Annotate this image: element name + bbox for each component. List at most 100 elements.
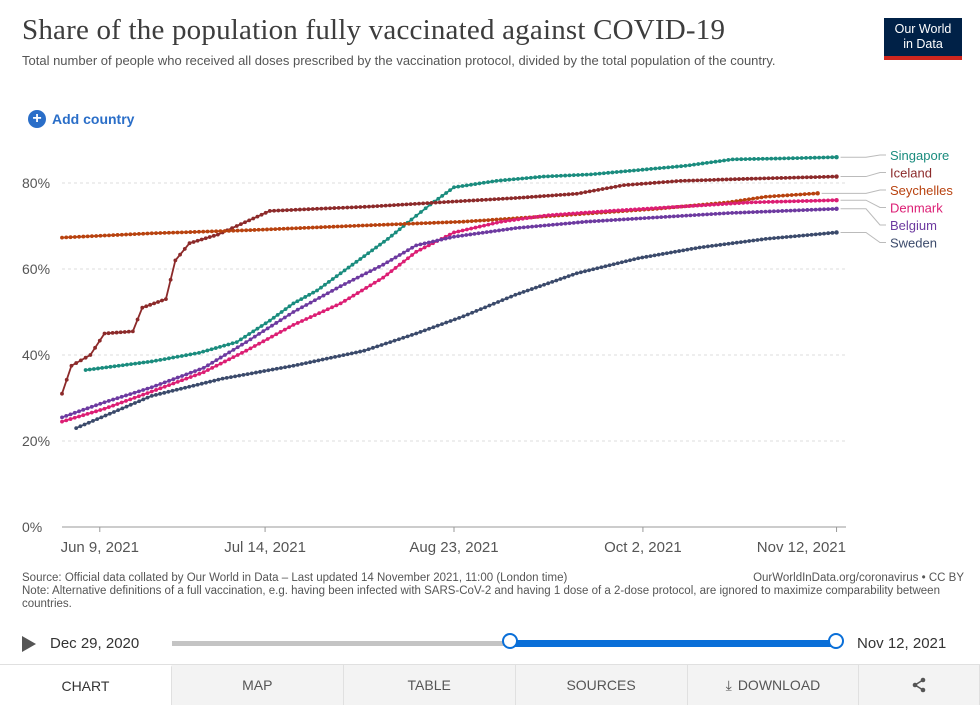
data-point <box>199 381 204 386</box>
data-point <box>188 370 193 375</box>
data-point <box>687 204 691 209</box>
share-icon <box>912 677 926 693</box>
data-point <box>349 205 354 210</box>
data-point <box>426 243 431 248</box>
data-point <box>474 309 479 313</box>
data-point <box>347 296 352 301</box>
legend-connector <box>840 172 886 178</box>
tab-chart[interactable]: CHART <box>0 665 172 705</box>
data-point <box>665 179 670 184</box>
data-point <box>734 210 739 215</box>
data-point <box>425 201 430 206</box>
data-point <box>99 415 104 420</box>
timeline-start-handle[interactable] <box>502 633 518 649</box>
source-link[interactable]: OurWorldInData.org/coronavirus • CC BY <box>753 572 964 584</box>
data-point <box>699 203 704 208</box>
y-tick-label: 20% <box>22 433 50 449</box>
add-country-button[interactable]: + Add country <box>28 110 134 128</box>
play-icon[interactable] <box>22 636 36 652</box>
data-point <box>348 224 352 228</box>
data-point <box>822 207 826 212</box>
data-point <box>542 223 547 228</box>
data-point <box>663 214 668 219</box>
share-button[interactable] <box>859 665 980 705</box>
data-point <box>700 161 705 166</box>
data-point <box>260 227 265 232</box>
x-tick-label: Oct 2, 2021 <box>604 539 682 556</box>
data-point <box>528 175 533 180</box>
data-point <box>571 220 576 225</box>
data-point <box>64 377 69 382</box>
timeline-end-handle[interactable] <box>828 633 844 649</box>
data-point <box>566 192 571 197</box>
data-point <box>237 373 242 378</box>
data-point <box>722 158 726 163</box>
data-point <box>558 212 563 217</box>
data-point <box>777 156 782 161</box>
data-point <box>645 206 650 211</box>
data-point <box>787 199 792 204</box>
data-point <box>389 269 394 274</box>
tab-download[interactable]: ⤓ DOWNLOAD <box>687 665 860 705</box>
data-point <box>168 277 173 282</box>
data-point <box>371 204 376 209</box>
data-point <box>270 334 274 339</box>
data-point <box>432 220 436 225</box>
data-point <box>393 230 398 235</box>
tab-sources[interactable]: SOURCES <box>515 665 688 705</box>
data-point <box>753 200 758 205</box>
data-point <box>821 155 826 160</box>
data-point <box>628 207 633 212</box>
data-point <box>415 221 420 226</box>
data-point <box>626 217 630 222</box>
data-point <box>201 349 206 354</box>
data-point <box>323 206 328 211</box>
data-point <box>227 357 232 362</box>
data-point <box>802 192 807 197</box>
data-point <box>643 181 648 186</box>
data-point <box>267 209 272 213</box>
data-point <box>563 221 568 226</box>
data-point <box>630 182 635 187</box>
data-point <box>813 175 818 179</box>
data-point <box>580 172 585 177</box>
source-text: Source: Official data collated by Our Wo… <box>22 572 568 584</box>
data-point <box>360 223 365 228</box>
data-point <box>421 201 426 206</box>
data-point <box>274 321 279 325</box>
data-point <box>214 229 219 234</box>
data-point <box>405 334 410 339</box>
data-point <box>406 221 411 226</box>
data-point <box>175 379 180 384</box>
data-point <box>240 342 244 347</box>
data-point <box>671 214 676 219</box>
data-point <box>418 242 423 247</box>
data-point <box>521 195 526 200</box>
data-point <box>233 374 237 379</box>
data-point <box>418 330 423 334</box>
data-point <box>805 233 810 238</box>
data-point <box>257 331 261 336</box>
data-point <box>520 216 525 221</box>
data-point <box>311 290 316 295</box>
data-point <box>599 209 604 214</box>
data-point <box>751 196 756 201</box>
data-point <box>609 218 614 223</box>
data-point <box>593 172 598 176</box>
data-point <box>759 209 764 214</box>
data-point <box>384 341 388 346</box>
data-point <box>282 327 287 332</box>
data-point <box>368 283 373 288</box>
data-point <box>470 310 475 315</box>
data-point <box>310 225 315 230</box>
data-point <box>656 252 661 257</box>
series-line-sweden <box>75 231 837 429</box>
data-point <box>259 324 264 328</box>
tab-table[interactable]: TABLE <box>343 665 516 705</box>
data-point <box>755 238 760 242</box>
tab-map[interactable]: MAP <box>171 665 344 705</box>
data-point <box>112 410 116 414</box>
data-point <box>653 166 658 171</box>
owid-logo[interactable]: Our World in Data <box>884 18 962 60</box>
data-point <box>74 426 79 430</box>
